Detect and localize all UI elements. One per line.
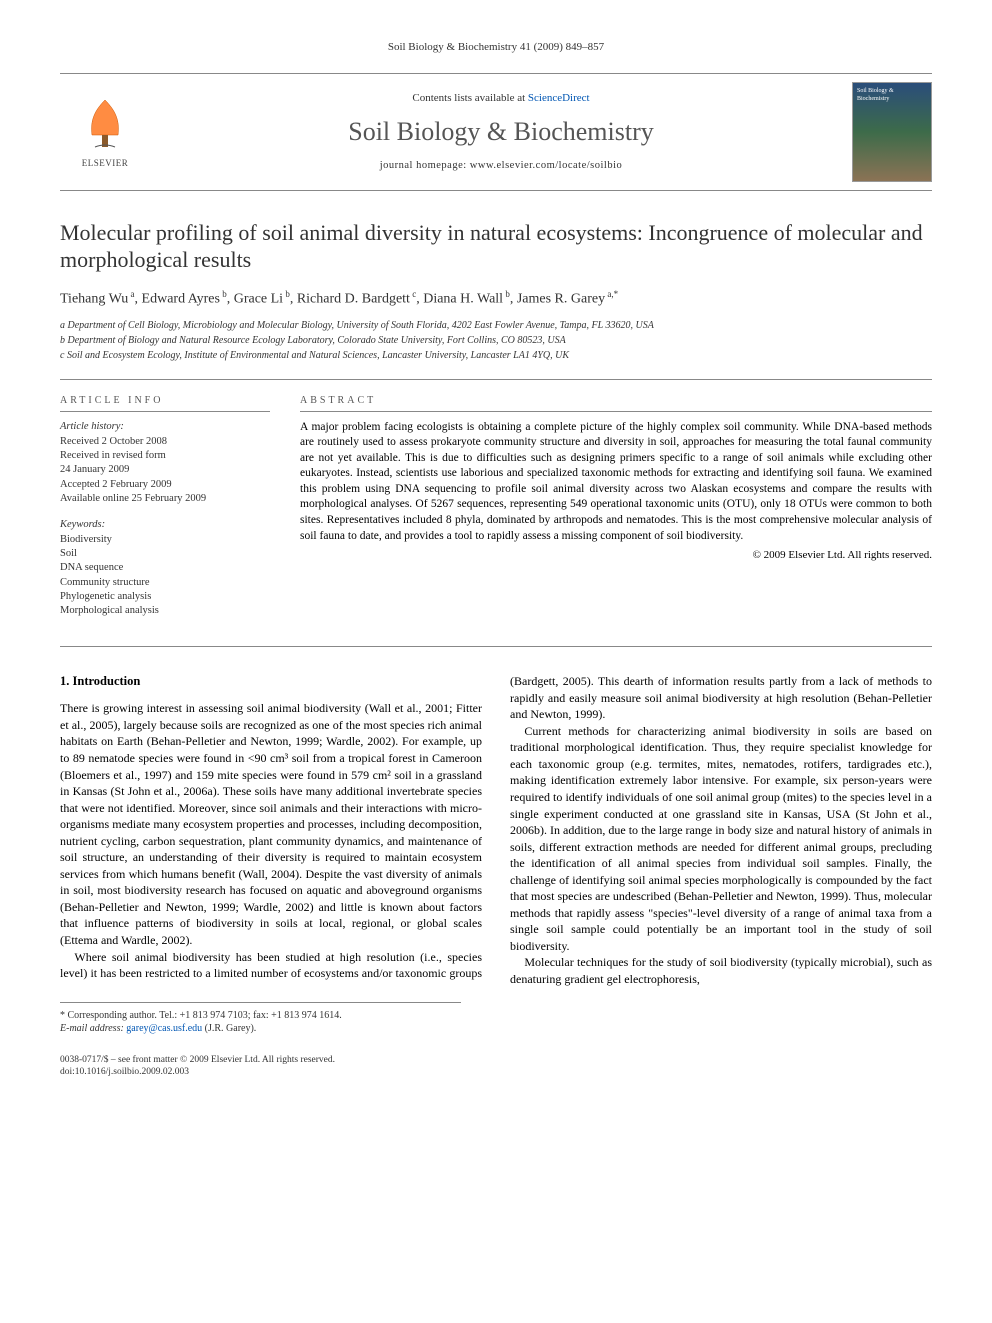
abstract-text: A major problem facing ecologists is obt… xyxy=(300,420,932,544)
body-paragraph: There is growing interest in assessing s… xyxy=(60,700,482,948)
elsevier-tree-icon xyxy=(80,95,130,155)
article-history-block: Article history: Received 2 October 2008… xyxy=(60,420,270,506)
publisher-label: ELSEVIER xyxy=(82,157,129,169)
abstract-column: ABSTRACT A major problem facing ecologis… xyxy=(300,394,932,630)
front-matter-line: 0038-0717/$ – see front matter © 2009 El… xyxy=(60,1054,932,1067)
contents-prefix: Contents lists available at xyxy=(412,92,527,104)
page-footer: 0038-0717/$ – see front matter © 2009 El… xyxy=(60,1054,932,1080)
publisher-logo-block: ELSEVIER xyxy=(60,95,150,169)
sciencedirect-link[interactable]: ScienceDirect xyxy=(528,92,590,104)
running-head: Soil Biology & Biochemistry 41 (2009) 84… xyxy=(60,40,932,55)
keyword: Biodiversity xyxy=(60,533,270,547)
info-abstract-row: ARTICLE INFO Article history: Received 2… xyxy=(60,379,932,647)
keywords-label: Keywords: xyxy=(60,518,270,532)
author-aff-marker: b xyxy=(220,289,227,299)
author-aff-marker: c xyxy=(410,289,416,299)
article-title: Molecular profiling of soil animal diver… xyxy=(60,219,932,274)
author: Grace Li xyxy=(234,292,283,307)
journal-cover-thumbnail: Soil Biology & Biochemistry xyxy=(852,82,932,182)
history-line: Received 2 October 2008 xyxy=(60,435,270,449)
affiliations-block: a Department of Cell Biology, Microbiolo… xyxy=(60,319,932,363)
abstract-heading: ABSTRACT xyxy=(300,394,932,412)
homepage-prefix: journal homepage: xyxy=(380,160,470,171)
masthead-center: Contents lists available at ScienceDirec… xyxy=(150,91,852,173)
doi-line: doi:10.1016/j.soilbio.2009.02.003 xyxy=(60,1066,932,1079)
keyword: Phylogenetic analysis xyxy=(60,590,270,604)
corresponding-email-link[interactable]: garey@cas.usf.edu xyxy=(126,1023,202,1034)
author: James R. Garey xyxy=(517,292,605,307)
cover-text: Soil Biology & Biochemistry xyxy=(853,83,931,107)
article-body: 1. Introduction There is growing interes… xyxy=(60,673,932,987)
article-info-heading: ARTICLE INFO xyxy=(60,394,270,412)
keywords-block: Keywords: Biodiversity Soil DNA sequence… xyxy=(60,518,270,618)
author: Richard D. Bardgett xyxy=(297,292,410,307)
section-heading-intro: 1. Introduction xyxy=(60,673,482,690)
keyword: Morphological analysis xyxy=(60,604,270,618)
author-aff-marker: b xyxy=(283,289,290,299)
keyword: DNA sequence xyxy=(60,561,270,575)
affiliation: c Soil and Ecosystem Ecology, Institute … xyxy=(60,349,932,363)
email-suffix: (J.R. Garey). xyxy=(202,1023,256,1034)
history-line: Received in revised form xyxy=(60,449,270,463)
affiliation: a Department of Cell Biology, Microbiolo… xyxy=(60,319,932,333)
abstract-copyright: © 2009 Elsevier Ltd. All rights reserved… xyxy=(300,548,932,563)
author: Edward Ayres xyxy=(142,292,220,307)
corresponding-email-line: E-mail address: garey@cas.usf.edu (J.R. … xyxy=(60,1022,461,1036)
author-aff-marker: a, xyxy=(605,289,614,299)
author-aff-marker: a xyxy=(128,289,134,299)
history-line: 24 January 2009 xyxy=(60,463,270,477)
journal-masthead: ELSEVIER Contents lists available at Sci… xyxy=(60,73,932,191)
history-line: Accepted 2 February 2009 xyxy=(60,478,270,492)
journal-homepage-line: journal homepage: www.elsevier.com/locat… xyxy=(150,159,852,173)
keyword: Soil xyxy=(60,547,270,561)
corresponding-author-footer: * Corresponding author. Tel.: +1 813 974… xyxy=(60,1002,461,1036)
corresponding-marker: * xyxy=(614,289,619,299)
body-paragraph: Molecular techniques for the study of so… xyxy=(510,954,932,987)
body-paragraph: Current methods for characterizing anima… xyxy=(510,723,932,955)
keyword: Community structure xyxy=(60,576,270,590)
author-list: Tiehang Wu a, Edward Ayres b, Grace Li b… xyxy=(60,288,932,310)
author-aff-marker: b xyxy=(503,289,510,299)
history-line: Available online 25 February 2009 xyxy=(60,492,270,506)
article-info-column: ARTICLE INFO Article history: Received 2… xyxy=(60,394,270,630)
article-history-label: Article history: xyxy=(60,420,270,434)
contents-available-line: Contents lists available at ScienceDirec… xyxy=(150,91,852,106)
corresponding-tel-fax: * Corresponding author. Tel.: +1 813 974… xyxy=(60,1009,461,1023)
author: Diana H. Wall xyxy=(423,292,503,307)
author: Tiehang Wu xyxy=(60,292,128,307)
homepage-url: www.elsevier.com/locate/soilbio xyxy=(470,160,622,171)
affiliation: b Department of Biology and Natural Reso… xyxy=(60,334,932,348)
email-label: E-mail address: xyxy=(60,1023,126,1034)
journal-name: Soil Biology & Biochemistry xyxy=(150,114,852,149)
